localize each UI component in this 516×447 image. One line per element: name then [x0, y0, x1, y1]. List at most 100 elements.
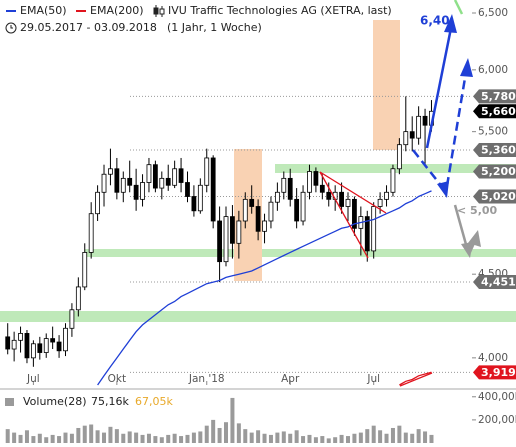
volume-bar [256, 430, 261, 443]
volume-bar [410, 433, 415, 443]
price-label-box [473, 142, 516, 157]
volume-bar [5, 429, 10, 443]
candle-body [191, 196, 197, 212]
annotation: 6,40 [420, 14, 450, 28]
volume-bar [281, 431, 286, 443]
candle-body [43, 338, 49, 353]
volume-bar [191, 432, 196, 443]
volume-bar [339, 434, 344, 443]
price-label: 4,451 [481, 275, 516, 288]
price-label-box [473, 274, 516, 289]
volume-bar [224, 422, 229, 443]
volume-bar [134, 432, 139, 443]
candle-body [165, 177, 171, 186]
candle-body [300, 191, 306, 222]
period: 29.05.2017 - 03.09.2018 [20, 21, 157, 34]
x-tick-label: Jan '18 [188, 373, 225, 385]
price-label: 5,020 [481, 190, 516, 203]
candle-body [274, 191, 280, 203]
volume-bar [211, 419, 216, 443]
y-tick-label: 6,500 [478, 7, 508, 19]
y-tick-label: 4,000 [478, 352, 508, 364]
x-tick-label: Okt [108, 373, 126, 385]
volume-bar [63, 432, 68, 443]
drawings [319, 0, 481, 387]
candle-body [255, 206, 261, 232]
volume-bar [24, 430, 29, 443]
volume-bar [153, 436, 158, 443]
volume-bar [37, 433, 42, 443]
volume-bar [18, 434, 23, 443]
legend-swatch [5, 398, 14, 406]
candle-body [69, 309, 75, 329]
candle-body [75, 286, 81, 311]
price-label: 5,200 [481, 165, 516, 178]
candle-body [18, 333, 23, 341]
volume-bar [352, 433, 357, 443]
volume-bar [275, 432, 280, 443]
volume-bar [172, 433, 177, 443]
candle-body [294, 198, 300, 222]
candle-body [384, 191, 389, 200]
candle-icon [153, 5, 165, 17]
price-label-box [473, 164, 516, 179]
price-label-box [473, 89, 516, 104]
support-zone [275, 164, 516, 173]
clock-icon [5, 22, 17, 34]
candle-body [352, 198, 357, 229]
candle-body [114, 168, 120, 193]
volume-average: 67,05k [135, 395, 173, 408]
candle-body [88, 213, 94, 253]
volume-average: 75,16k [91, 395, 129, 408]
candle-body [101, 173, 107, 193]
volume-bar [403, 432, 408, 443]
candle-body [313, 171, 319, 186]
candle-body [223, 216, 229, 263]
volume-bar [166, 434, 171, 443]
volume-bar [57, 436, 62, 443]
annotation: < 5,00 [457, 204, 498, 217]
volume-bar [365, 429, 370, 443]
volume-bar [288, 433, 293, 443]
legend-label: EMA(50) [20, 4, 67, 17]
volume-bar [294, 430, 299, 443]
volume-bar [243, 429, 248, 443]
volume-bar [268, 434, 273, 443]
volume-bar [95, 430, 100, 443]
candle-body [281, 177, 287, 193]
price-label: 5,780 [481, 90, 516, 103]
candle-body [11, 339, 17, 350]
ema-line [399, 371, 432, 386]
candle-body [249, 198, 255, 207]
volume-bar [159, 437, 164, 443]
volume-bar [146, 433, 151, 443]
candle-body [63, 327, 68, 352]
y-tick-label: 6,000 [478, 64, 508, 76]
candle-body [262, 220, 267, 232]
volume-bar [307, 434, 312, 443]
candle-body [371, 206, 377, 252]
price-label-box [473, 104, 516, 119]
candle-body [242, 198, 248, 222]
volume-bar [76, 427, 81, 443]
volume-bar [262, 433, 267, 443]
volume-bar [423, 431, 428, 443]
candle-body [56, 341, 62, 352]
volume-tick-label: 400,00k [478, 391, 516, 403]
volume-bar [217, 427, 222, 443]
volume-bar [50, 434, 55, 443]
candle-body [377, 198, 383, 207]
candle-body [159, 177, 165, 189]
volume-bar [198, 431, 203, 443]
price-label: 5,660 [481, 105, 516, 118]
ema-line [97, 190, 432, 386]
volume-bar [204, 425, 209, 443]
volume-bar [371, 425, 376, 443]
volume-bar [44, 437, 49, 443]
volume-bar [12, 432, 17, 443]
volume-bar [320, 436, 325, 443]
volume-bar [326, 438, 331, 443]
candle-body [409, 131, 415, 139]
candle-body [133, 184, 139, 200]
